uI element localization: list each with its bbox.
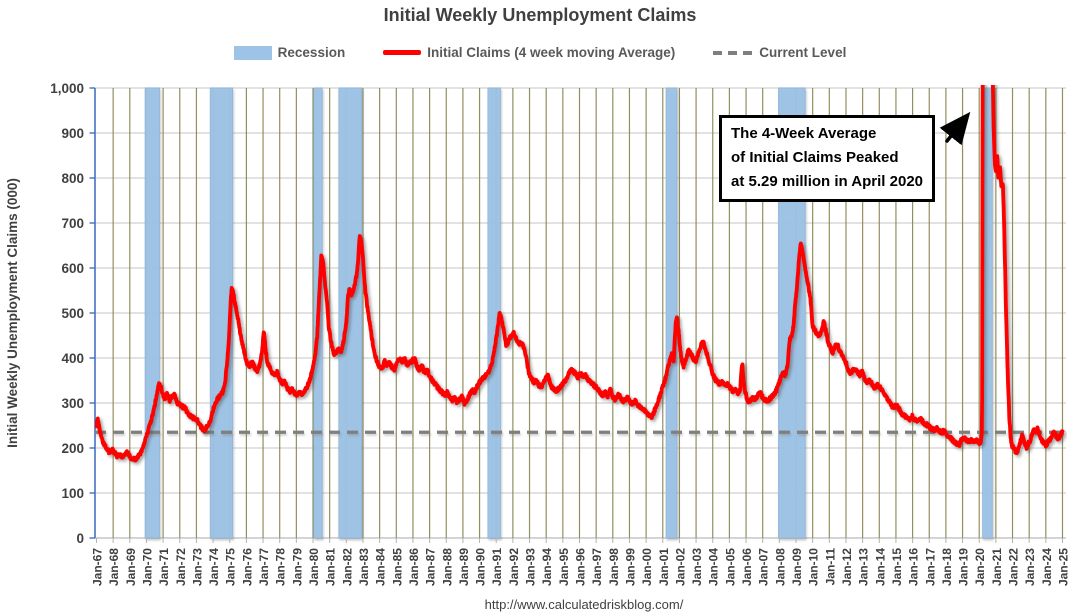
y-tick-label: 600 <box>61 261 84 276</box>
x-tick-label: Jan-88 <box>440 548 454 586</box>
recession-swatch-icon <box>233 45 272 60</box>
legend-item-recession: Recession <box>233 45 346 60</box>
x-tick-label: Jan-97 <box>590 548 604 586</box>
x-tick-label: Jan-95 <box>557 548 571 586</box>
source-url: http://www.calculatedriskblog.com/ <box>484 597 684 612</box>
legend-label: Initial Claims (4 week moving Average) <box>427 45 676 60</box>
x-tick-label: Jan-01 <box>657 548 671 586</box>
x-tick-label: Jan-94 <box>540 548 554 586</box>
axes <box>89 87 1063 543</box>
legend-item-current-level: Current Level <box>713 45 846 60</box>
legend-label: Current Level <box>759 45 847 60</box>
y-tick-label: 500 <box>61 306 84 321</box>
x-tick-label: Jan-06 <box>740 548 754 586</box>
dashed-line-swatch-icon <box>713 50 754 55</box>
x-tick-label: Jan-72 <box>174 548 188 586</box>
legend-label: Recession <box>277 45 346 60</box>
x-tick-label: Jan-22 <box>1007 548 1021 586</box>
legend-item-initial-claims: Initial Claims (4 week moving Average) <box>383 45 675 60</box>
recession-band <box>665 87 678 539</box>
x-tick-label: Jan-13 <box>857 548 871 586</box>
x-tick-label: Jan-82 <box>340 548 354 586</box>
y-tick-label: 400 <box>61 351 84 366</box>
x-tick-label: Jan-98 <box>607 548 621 586</box>
x-tick-label: Jan-09 <box>790 548 804 586</box>
y-tick-label: 700 <box>61 216 84 231</box>
x-tick-label: Jan-79 <box>290 548 304 586</box>
x-tick-label: Jan-71 <box>157 548 171 586</box>
x-tick-label: Jan-77 <box>257 548 271 586</box>
y-tick-label: 1,000 <box>50 81 84 96</box>
x-tick-label: Jan-05 <box>723 548 737 586</box>
x-tick-label: Jan-78 <box>274 548 288 586</box>
x-tick-label: Jan-70 <box>140 548 154 586</box>
x-tick-label: Jan-16 <box>907 548 921 586</box>
x-tick-label: Jan-10 <box>807 548 821 586</box>
x-tick-label: Jan-81 <box>324 548 338 586</box>
x-tick-label: Jan-15 <box>890 548 904 586</box>
y-tick-label: 200 <box>61 441 84 456</box>
x-tick-label: Jan-02 <box>673 548 687 586</box>
x-tick-label: Jan-80 <box>307 548 321 586</box>
x-tick-label: Jan-92 <box>507 548 521 586</box>
x-tick-label: Jan-76 <box>240 548 254 586</box>
x-tick-label: Jan-04 <box>707 548 721 586</box>
x-tick-label: Jan-25 <box>1056 548 1070 586</box>
annotation-line: at 5.29 million in April 2020 <box>731 173 924 190</box>
annotation-line: of Initial Claims Peaked <box>731 149 899 166</box>
x-tick-label: Jan-99 <box>623 548 637 586</box>
x-tick-label: Jan-69 <box>124 548 138 586</box>
legend: Recession Initial Claims (4 week moving … <box>0 45 1080 60</box>
x-tick-label: Jan-73 <box>190 548 204 586</box>
page-title: Initial Weekly Unemployment Claims <box>383 5 697 25</box>
y-tick-label: 100 <box>61 486 84 501</box>
x-tick-label: Jan-00 <box>640 548 654 586</box>
x-tick-label: Jan-85 <box>390 548 404 586</box>
x-tick-label: Jan-14 <box>873 548 887 586</box>
x-tick-label: Jan-11 <box>823 548 837 586</box>
x-tick-label: Jan-67 <box>91 548 105 586</box>
x-tick-label: Jan-89 <box>457 548 471 586</box>
x-tick-label: Jan-74 <box>207 548 221 586</box>
x-tick-label: Jan-17 <box>923 548 937 586</box>
x-tick-label: Jan-96 <box>573 548 587 586</box>
recession-band <box>144 87 160 539</box>
x-tick-label: Jan-18 <box>940 548 954 586</box>
y-tick-label: 300 <box>61 396 84 411</box>
x-tick-label: Jan-84 <box>374 548 388 586</box>
x-tick-label: Jan-75 <box>224 548 238 586</box>
x-tick-label: Jan-19 <box>957 548 971 586</box>
recession-band <box>209 87 233 539</box>
x-tick-label: Jan-12 <box>840 548 854 586</box>
x-tick-label: Jan-68 <box>107 548 121 586</box>
series-group <box>95 85 1065 463</box>
x-tick-label: Jan-08 <box>773 548 787 586</box>
peak-annotation-box: The 4-Week Average of Initial Claims Pea… <box>719 115 936 202</box>
x-tick-label: Jan-83 <box>357 548 371 586</box>
x-tick-label: Jan-23 <box>1023 548 1037 586</box>
x-tick-label: Jan-87 <box>424 548 438 586</box>
series-line-swatch-icon <box>383 50 422 55</box>
y-axis-title: Initial Weekly Unemployment Claims (000) <box>5 178 20 448</box>
x-tick-label: Jan-20 <box>973 548 987 586</box>
y-tick-label: 0 <box>76 531 84 546</box>
recession-band <box>338 87 363 539</box>
x-tick-label: Jan-21 <box>990 548 1004 586</box>
x-tick-label: Jan-03 <box>690 548 704 586</box>
initial-claims-line <box>95 85 1065 463</box>
y-tick-label: 900 <box>61 126 84 141</box>
x-tick-label: Jan-91 <box>490 548 504 586</box>
y-tick-label: 800 <box>61 171 84 186</box>
x-tick-label: Jan-93 <box>524 548 538 586</box>
x-tick-label: Jan-90 <box>474 548 488 586</box>
annotation-arrow <box>939 111 971 146</box>
x-tick-label: Jan-86 <box>407 548 421 586</box>
x-tick-label: Jan-07 <box>757 548 771 586</box>
annotation-line: The 4-Week Average <box>731 125 877 142</box>
x-tick-label: Jan-24 <box>1040 548 1054 586</box>
